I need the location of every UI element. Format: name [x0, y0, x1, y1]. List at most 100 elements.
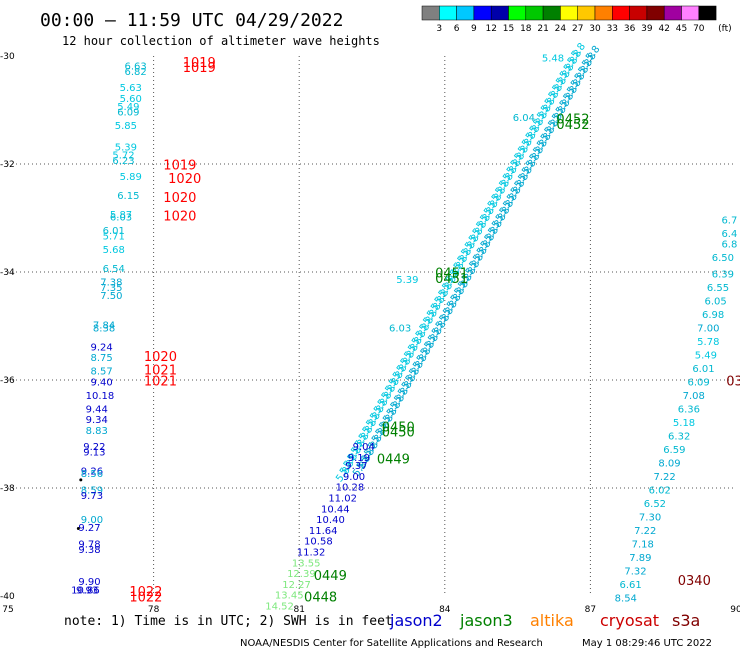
colorbar-swatch [560, 5, 578, 21]
x-tick-label: 87 [585, 605, 596, 615]
swh-label: 10.40 [316, 515, 345, 526]
swh-label: 10.86 [71, 585, 100, 596]
swh-label: 5.68 [103, 245, 125, 256]
time-label: 0450 [382, 426, 415, 441]
colorbar-swatch [508, 5, 527, 21]
x-tick-label: 75 [2, 605, 13, 615]
colorbar-swatch [698, 5, 717, 21]
swh-label: 8.09 [658, 458, 680, 469]
swh-label: 9.13 [83, 448, 105, 459]
colorbar-swatch [594, 5, 613, 21]
swh-label: 6.4 [721, 229, 737, 240]
swh-label: 5.49 [695, 350, 717, 361]
axis-tick-labels: 75 78 81 84 87 90 -30 -32 -34 -36 -38 -40 [0, 52, 740, 615]
swh-label: 6.61 [620, 580, 642, 591]
swh-label: 9.26 [81, 467, 103, 478]
swh-label: 13.45 [275, 591, 304, 602]
colorbar-swatch [542, 5, 561, 21]
swh-label: 7.89 [629, 553, 651, 564]
swh-label: 5.72 [112, 151, 134, 162]
colorbar-swatch [439, 5, 457, 21]
time-label: 0452 [556, 113, 589, 128]
x-tick-label: 90 [730, 605, 740, 615]
time-label: 1019 [183, 56, 216, 71]
swh-label: 6.52 [644, 499, 666, 510]
y-tick-label: -30 [0, 52, 15, 62]
swh-label: 6.8 [721, 240, 737, 251]
swh-label: 9.22 [83, 442, 105, 453]
time-label: 1021 [144, 364, 177, 379]
time-label: 1020 [168, 172, 201, 187]
swh-label: 7.00 [697, 323, 719, 334]
colorbar-tick: 24 [555, 24, 567, 34]
time-label: 0449 [377, 453, 410, 468]
swh-label: 7.08 [683, 391, 705, 402]
time-label: 1021 [144, 374, 177, 389]
note-text: note: 1) Time is in UTC; 2) SWH is in fe… [64, 614, 393, 629]
swh-label: 5.60 [120, 94, 142, 105]
x-tick-label: 84 [439, 605, 451, 615]
swh-label: 14.52 [265, 602, 294, 613]
colorbar-tick: 15 [503, 24, 514, 34]
swh-label: 6.82 [124, 67, 146, 78]
data-point [76, 527, 80, 530]
colorbar-tick: 36 [624, 24, 636, 34]
y-tick-label: -38 [0, 484, 15, 494]
colorbar-tick: 18 [520, 24, 532, 34]
swh-label: 9.93 [76, 585, 98, 596]
swh-label: 7.38 [100, 278, 122, 289]
swh-label: 9.27 [78, 523, 100, 534]
plot-grid [8, 56, 736, 596]
swh-label: 10.18 [86, 391, 115, 402]
swh-label: 5.85 [115, 121, 137, 132]
swh-label: 6.63 [124, 62, 146, 73]
time-label: 1020 [144, 350, 177, 365]
swh-label: 9.00 [81, 515, 103, 526]
swh-label: 9.78 [78, 539, 100, 550]
mission-cryosat: cryosat [600, 611, 659, 630]
swh-label: 6.55 [707, 283, 729, 294]
swh-label: 7.18 [632, 539, 654, 550]
swh-label: 9.73 [81, 491, 103, 502]
swh-label: 11.02 [328, 494, 357, 505]
swh-label: 10.28 [336, 483, 365, 494]
chart-subtitle: 12 hour collection of altimeter wave hei… [62, 34, 380, 48]
swh-label: 7.30 [639, 512, 661, 523]
swh-label: 5.49 [117, 102, 139, 113]
time-label: 1022 [129, 590, 162, 605]
colorbar-tick: 33 [607, 24, 618, 34]
colorbar-tick: 6 [454, 24, 460, 34]
swh-label: 5.71 [103, 232, 125, 243]
swh-label: 9.24 [91, 342, 113, 353]
chart-title: 00:00 – 11:59 UTC 04/29/2022 [40, 10, 343, 31]
swh-label: 6.54 [103, 264, 125, 275]
colorbar-swatch [577, 5, 596, 21]
swh-label: 9.40 [91, 377, 113, 388]
swh-label: 5.48 [542, 53, 564, 64]
swh-label: 9.38 [78, 545, 100, 556]
swh-label: 11.32 [297, 548, 326, 559]
swh-label: 6.32 [668, 431, 690, 442]
x-tick-label: 81 [293, 605, 304, 615]
y-tick-label: -34 [0, 268, 15, 278]
swh-label: 10.58 [304, 537, 333, 548]
time-label: 0340 [678, 574, 711, 589]
swh-label: 9.00 [343, 472, 365, 483]
y-tick-label: -40 [0, 592, 15, 602]
swh-label: 6.50 [712, 253, 734, 264]
mission-legend: jason2 jason3 altika cryosat s3a [389, 611, 700, 630]
swh-label: 10.44 [321, 504, 350, 515]
swh-label: 9.19 [348, 453, 370, 464]
swh-label: 9.90 [78, 577, 100, 588]
swh-label: 6.23 [112, 156, 134, 167]
swh-label: 6.01 [692, 364, 714, 375]
swh-label: 8.59 [81, 485, 103, 496]
time-label: 0451 [435, 266, 468, 281]
swh-label: 5.63 [120, 83, 142, 94]
colorbar-tick: 45 [676, 24, 687, 34]
colorbar-swatch [525, 5, 544, 21]
y-tick-label: -32 [0, 160, 15, 170]
swh-label: 8.38 [93, 323, 115, 334]
colorbar-swatch [473, 5, 492, 21]
